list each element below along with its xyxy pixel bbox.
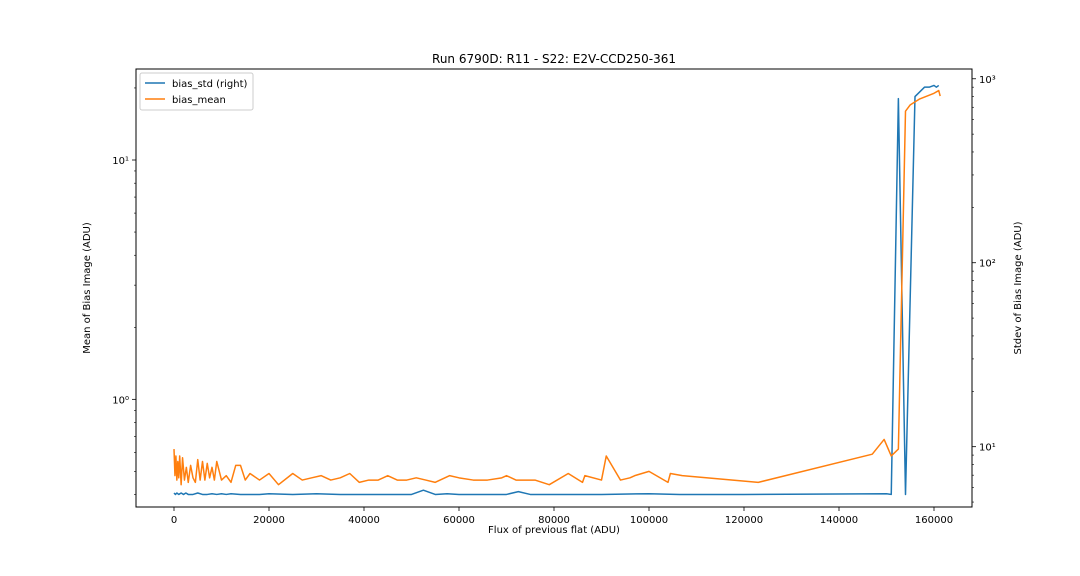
series-layer [173,84,941,496]
x-axis: 0 20000 40000 60000 80000 100000 120000 140000 1… [171,507,953,526]
x-tick-label: 0 [171,515,177,526]
legend-label-bias-std: bias_std (right) [172,79,248,90]
right-y-tick-label: 10¹ [979,443,996,454]
legend-label-bias-mean: bias_mean [172,95,226,106]
legend: bias_std (right) bias_mean [139,72,254,111]
plot-area [135,68,973,508]
series-line-bias-std-right [173,84,940,496]
x-tick-label: 60000 [443,515,475,526]
left-y-axis: 10⁰ 10¹ [112,87,136,495]
right-y-axis: 10¹ 10² 10³ [972,75,996,503]
x-tick-label: 140000 [820,515,858,526]
x-tick-label: 120000 [725,515,763,526]
right-y-tick-label: 10² [979,259,996,270]
x-tick-label: 80000 [538,515,570,526]
series-line-bias-mean [173,89,941,486]
left-y-axis-label: Mean of Bias Image (ADU) [82,222,93,354]
left-y-tick-label: 10¹ [112,156,129,167]
right-y-tick-label: 10³ [979,75,996,86]
legend-box [139,72,254,111]
x-tick-label: 40000 [348,515,380,526]
x-tick-label: 100000 [630,515,668,526]
left-y-tick-label: 10⁰ [112,395,129,406]
right-y-axis-label: Stdev of Bias Image (ADU) [1013,221,1024,354]
x-tick-label: 160000 [915,515,953,526]
x-axis-label: Flux of previous flat (ADU) [488,525,620,536]
plot-frame [135,68,973,508]
chart-title: Run 6790D: R11 - S22: E2V-CCD250-361 [432,52,676,66]
x-tick-label: 20000 [253,515,285,526]
